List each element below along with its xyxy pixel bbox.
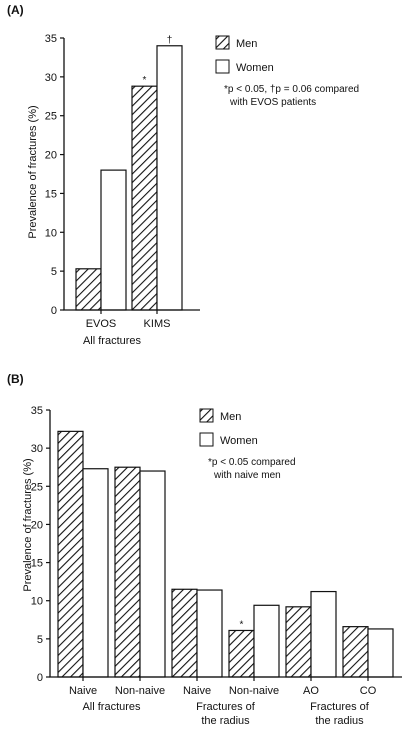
chart-b-significance-marker: * xyxy=(240,619,244,630)
chart-a-y-tick-label: 30 xyxy=(45,72,57,84)
chart-b-group-labels: All fractures Fractures of the radius Fract… xyxy=(82,701,369,727)
chart-b-bar-men-5 xyxy=(285,606,312,678)
chart-b-legend-men: Men xyxy=(220,411,241,423)
chart-b: (B) Prevalence of fractures (%) 0 5 10 15 20… xyxy=(7,372,402,727)
chart-a-y-tick-label: 0 xyxy=(51,305,57,317)
chart-a-y-tick-label: 20 xyxy=(45,150,57,162)
chart-a-y-ticks: 0 5 10 15 20 25 30 35 xyxy=(45,33,64,317)
chart-a-significance-marker: * xyxy=(143,75,147,86)
chart-b-y-ticks: 0 5 10 15 20 25 30 35 xyxy=(31,405,50,684)
chart-b-y-tick-label: 15 xyxy=(31,558,43,570)
chart-b-y-tick-label: 20 xyxy=(31,519,43,531)
chart-b-bar-men-2 xyxy=(114,466,141,678)
chart-a-x-tick-label: EVOS xyxy=(86,318,117,330)
chart-a-y-tick-label: 15 xyxy=(45,188,57,200)
chart-b-y-tick-label: 0 xyxy=(37,672,43,684)
chart-a-bars: *† xyxy=(75,35,183,311)
chart-a-axes xyxy=(63,38,200,311)
chart-b-bar-men-3 xyxy=(171,588,198,678)
chart-a-x-tick-label: KIMS xyxy=(144,318,171,330)
chart-a-y-tick-label: 5 xyxy=(51,266,57,278)
chart-a-note-line-2: with EVOS patients xyxy=(229,97,316,108)
chart-a-y-tick-label: 10 xyxy=(45,227,57,239)
chart-b-x-tick-label: CO xyxy=(360,685,377,697)
chart-b-x-labels: Naive Non-naive Naive Non-naive AO CO xyxy=(69,677,377,697)
chart-b-bar-women-2 xyxy=(139,470,166,678)
chart-b-y-axis-label: Prevalence of fractures (%) xyxy=(22,458,34,591)
chart-b-legend-swatch-women xyxy=(199,432,214,447)
chart-a: (A) Prevalence of fractures (%) 0 5 10 15 20… xyxy=(7,3,359,347)
chart-a-bar-women-2 xyxy=(156,45,183,311)
chart-b-y-tick-label: 25 xyxy=(31,481,43,493)
chart-a-y-tick-label: 35 xyxy=(45,33,57,45)
chart-a-y-axis-label: Prevalence of fractures (%) xyxy=(27,105,39,238)
chart-a-panel-label: (A) xyxy=(7,3,24,17)
chart-a-y-tick-label: 25 xyxy=(45,111,57,123)
chart-b-bar-men-4 xyxy=(228,629,255,678)
chart-b-x-tick-label: Non-naive xyxy=(115,685,165,697)
chart-b-bar-men-6 xyxy=(342,626,369,678)
chart-a-bar-women-1 xyxy=(100,169,127,311)
chart-b-bar-women-3 xyxy=(196,589,223,678)
chart-a-x-labels: EVOS KIMS xyxy=(86,310,171,330)
chart-b-legend-swatch-men xyxy=(199,408,214,423)
chart-b-x-tick-label: Naive xyxy=(183,685,211,697)
chart-b-group-label-line-2: the radius xyxy=(315,715,364,727)
chart-b-bar-women-4 xyxy=(253,604,280,678)
chart-a-significance-marker: † xyxy=(167,35,173,46)
chart-a-legend-men: Men xyxy=(236,38,257,50)
chart-a-x-axis-label: All fractures xyxy=(83,335,142,347)
chart-b-group-label-line-2: the radius xyxy=(201,715,250,727)
chart-a-legend-swatch-men xyxy=(215,35,230,50)
chart-b-y-tick-label: 5 xyxy=(37,634,43,646)
chart-b-bar-women-5 xyxy=(310,590,337,678)
chart-b-bar-women-1 xyxy=(82,468,109,678)
chart-b-y-tick-label: 10 xyxy=(31,596,43,608)
chart-b-x-tick-label: Naive xyxy=(69,685,97,697)
chart-b-group-label: Fractures of xyxy=(196,701,256,713)
chart-a-bar-men-1 xyxy=(75,268,102,311)
chart-b-panel-label: (B) xyxy=(7,372,24,386)
chart-a-bar-men-2 xyxy=(131,85,158,311)
chart-b-axes xyxy=(49,410,402,678)
chart-b-bars: * xyxy=(57,430,394,678)
chart-b-y-tick-label: 30 xyxy=(31,443,43,455)
chart-b-group-label: All fractures xyxy=(82,701,141,713)
chart-b-bar-men-1 xyxy=(57,430,84,678)
chart-a-note-line-1: *p < 0.05, †p = 0.06 compared xyxy=(224,84,359,95)
chart-b-note-line-2: with naive men xyxy=(213,470,281,481)
chart-b-x-tick-label: AO xyxy=(303,685,319,697)
chart-b-bar-women-6 xyxy=(367,628,394,678)
chart-b-legend: Men Women xyxy=(199,408,258,447)
chart-b-y-tick-label: 35 xyxy=(31,405,43,417)
chart-a-legend-swatch-women xyxy=(215,59,230,74)
chart-b-legend-women: Women xyxy=(220,435,258,447)
chart-b-note-line-1: *p < 0.05 compared xyxy=(208,457,296,468)
chart-a-legend-women: Women xyxy=(236,62,274,74)
chart-b-x-tick-label: Non-naive xyxy=(229,685,279,697)
chart-a-legend: Men Women xyxy=(215,35,274,74)
chart-b-group-label: Fractures of xyxy=(310,701,370,713)
